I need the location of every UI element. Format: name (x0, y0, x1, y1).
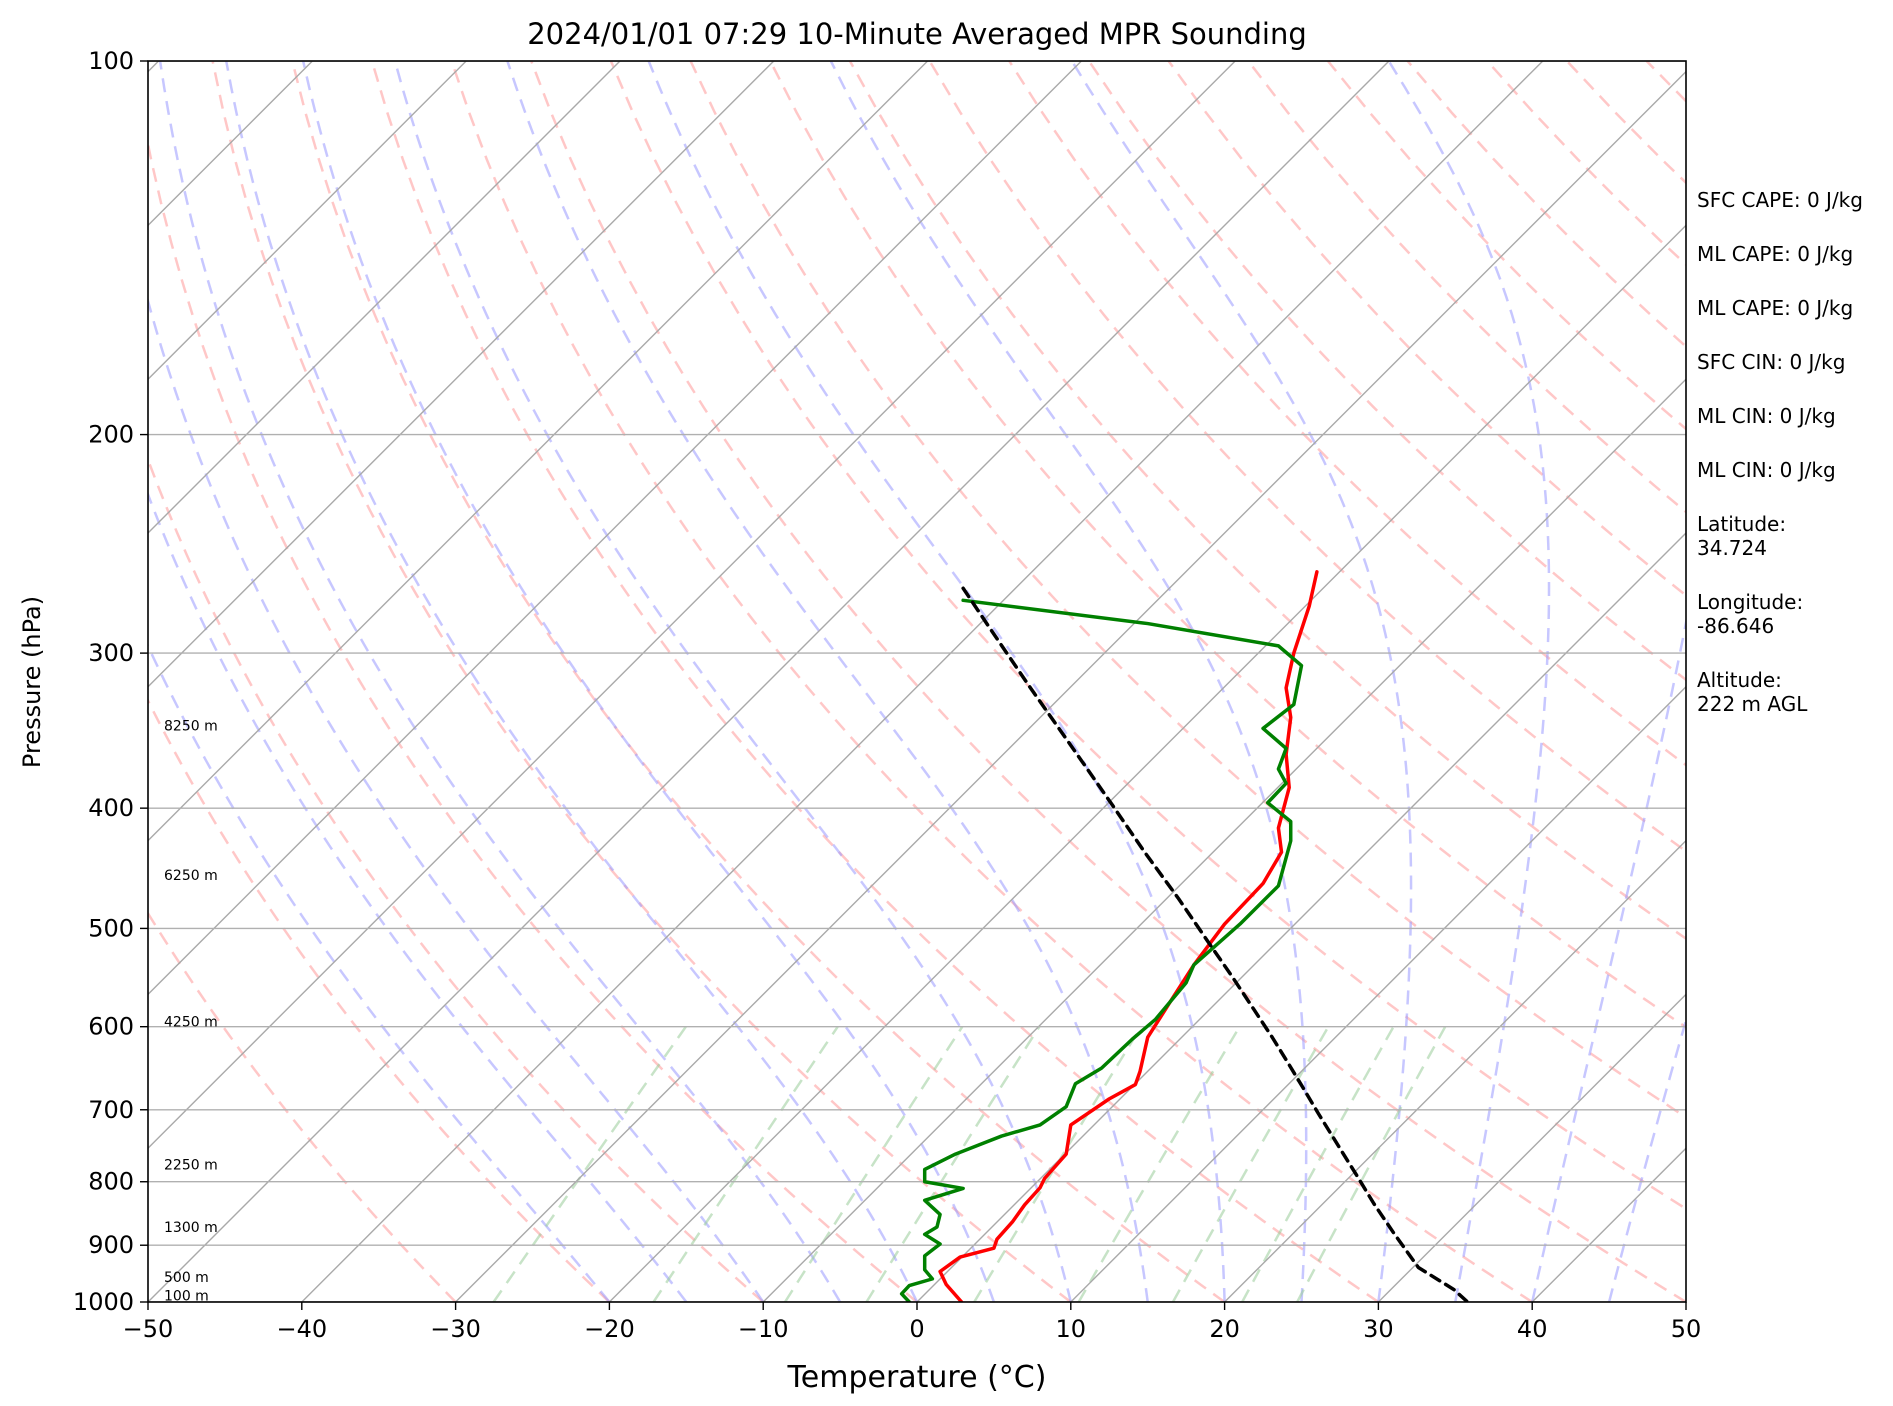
isotherm-line (148, 61, 1390, 1302)
ml-cin-text: ML CIN: 0 J/kg (1697, 404, 1836, 428)
parcel-path-line (961, 586, 1470, 1302)
sfc-cape-text: SFC CAPE: 0 J/kg (1697, 188, 1863, 212)
height-label: 1300 m (164, 1220, 218, 1236)
height-label: 6250 m (164, 868, 218, 884)
dry-adiabat-line (450, 61, 1533, 1302)
moist-adiabat-line (506, 61, 1149, 1302)
height-labels: 100 m 500 m 1300 m 2250 m 4250 m 6250 m 8250 m (164, 718, 218, 1304)
isotherm-line (148, 61, 1236, 1150)
y-tick-label: 300 (88, 639, 134, 667)
y-tick-label: 800 (88, 1168, 134, 1196)
dry-adiabat-line (530, 61, 1686, 1302)
x-tick-label: 40 (1517, 1315, 1548, 1343)
pressure-gridlines (148, 61, 1686, 1302)
moist-adiabat-line (148, 643, 611, 1302)
dry-adiabat-line (148, 697, 611, 1302)
y-tick-label: 700 (88, 1096, 134, 1124)
height-label: 100 m (164, 1288, 209, 1304)
mixing-ratio-line (1296, 1026, 1447, 1302)
x-tick-label: −30 (430, 1315, 481, 1343)
dry-adiabat-line (928, 61, 1686, 853)
height-label: 500 m (164, 1270, 209, 1286)
moist-adiabat-line (829, 61, 1308, 1302)
isotherm-line (148, 61, 621, 534)
dry-adiabat-line (609, 61, 1686, 1211)
dry-adiabat-line (769, 61, 1686, 1029)
dry-adiabat-line (211, 61, 1072, 1302)
isotherm-line (1070, 685, 1686, 1302)
isotherm-line (608, 224, 1686, 1302)
moist-adiabat-line (148, 490, 688, 1302)
isotherm-line (455, 70, 1686, 1302)
y-tick-label: 500 (88, 914, 134, 942)
moist-adiabat-line (301, 61, 996, 1302)
ml-cape-text: ML CAPE: 0 J/kg (1697, 242, 1854, 266)
moist-adiabat-line (393, 61, 1073, 1302)
x-tick-label: −10 (738, 1315, 789, 1343)
y-tick-label: 900 (88, 1231, 134, 1259)
dry-adiabat-line (370, 61, 1380, 1302)
height-label: 4250 m (164, 1014, 218, 1030)
dry-adiabat-line (148, 456, 765, 1302)
x-tick-label: 20 (1209, 1315, 1240, 1343)
isotherm-line (148, 61, 467, 381)
dry-adiabat-line (148, 910, 457, 1302)
dry-adiabat-line (291, 61, 1226, 1302)
y-tick-label: 1000 (73, 1288, 134, 1316)
dry-adiabat-line (148, 137, 918, 1302)
moist-adiabat-line (1070, 61, 1413, 1302)
moist-adiabat-line (1530, 616, 1686, 1302)
moist-adiabat-line (158, 61, 842, 1302)
y-tick-label: 100 (88, 47, 134, 75)
isotherm-line (916, 532, 1686, 1302)
x-tick-label: 30 (1363, 1315, 1394, 1343)
isotherm-line (1377, 993, 1686, 1302)
dry-adiabat-line (848, 61, 1686, 941)
isotherm-line (148, 61, 313, 227)
moist-adiabat-line (647, 61, 1226, 1302)
y-tick-label: 200 (88, 421, 134, 449)
x-axis-label: Temperature (°C) (787, 1360, 1047, 1395)
x-tick-label: 50 (1671, 1315, 1702, 1343)
dewpoint-profile-line (899, 598, 1304, 1302)
moist-adiabat-line (224, 61, 919, 1302)
dry-adiabat-line (689, 61, 1686, 1119)
isotherm-line (0, 61, 5, 1302)
isotherm-line (148, 61, 1082, 996)
sfc-cin-text: SFC CIN: 0 J/kg (1697, 350, 1846, 374)
x-tick-label: −20 (584, 1315, 635, 1343)
moist-adiabat-line (148, 296, 765, 1302)
y-tick-label: 400 (88, 794, 134, 822)
x-tick-label: −40 (276, 1315, 327, 1343)
ml-cin-text-2: ML CIN: 0 J/kg (1697, 458, 1836, 482)
isotherm-line (1224, 839, 1686, 1302)
altitude-text: Altitude: 222 m AGL (1697, 668, 1808, 716)
axis-ticks: −50 −40 −30 −20 −10 0 10 20 30 40 50 100 200 300 400 50… (73, 47, 1701, 1343)
ml-cape-text-2: ML CAPE: 0 J/kg (1697, 296, 1854, 320)
latitude-text: Latitude: 34.724 (1697, 512, 1787, 560)
isotherm-line (148, 61, 775, 688)
chart-title: 2024/01/01 07:29 10-Minute Averaged MPR … (527, 17, 1307, 51)
isotherm-line (148, 61, 929, 842)
y-axis-label: Pressure (hPa) (18, 596, 46, 768)
reference-lines (0, 61, 1686, 1302)
height-label: 2250 m (164, 1158, 218, 1174)
longitude-text: Longitude: -86.646 (1697, 590, 1804, 638)
isotherm-line (762, 378, 1686, 1302)
x-tick-label: 10 (1056, 1315, 1087, 1343)
height-label: 8250 m (164, 718, 218, 734)
x-tick-label: 0 (909, 1315, 924, 1343)
profile-lines (899, 570, 1470, 1302)
isotherm-line (301, 61, 1544, 1302)
plot-frame (147, 60, 1687, 1303)
temperature-profile-line (938, 570, 1319, 1302)
moist-adiabat-line (1387, 61, 1551, 1302)
y-tick-label: 600 (88, 1013, 134, 1041)
mixing-ratio-line (492, 1025, 687, 1302)
x-tick-label: −50 (123, 1315, 174, 1343)
